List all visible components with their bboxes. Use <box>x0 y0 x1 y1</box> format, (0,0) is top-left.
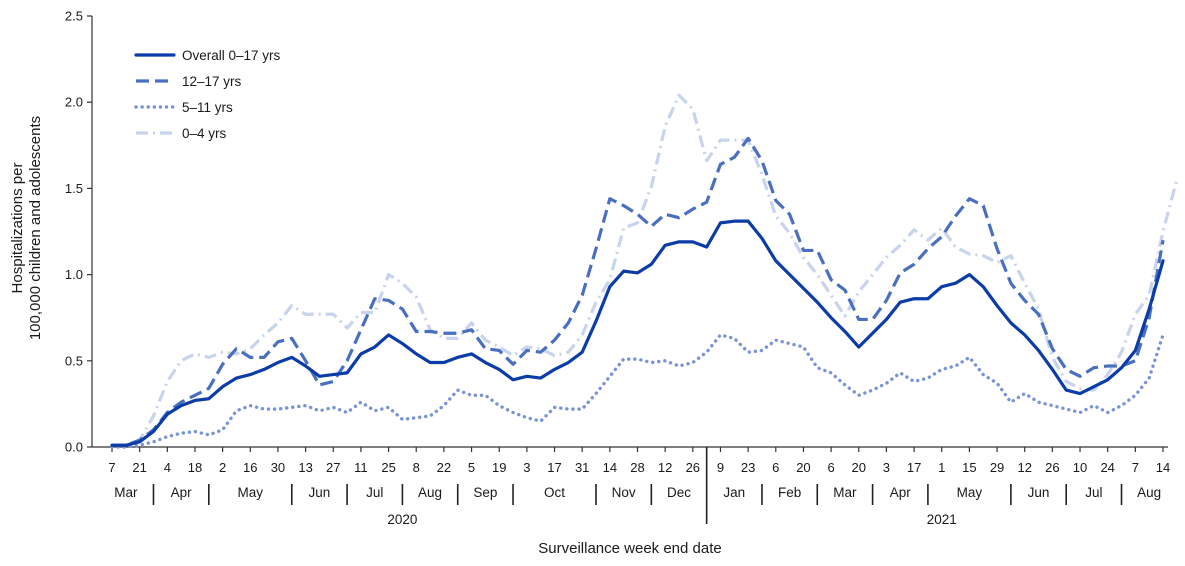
series-line-0-4 <box>112 93 1179 447</box>
y-tick-label: 2.5 <box>65 9 83 24</box>
x-tick-label: 24 <box>1100 460 1114 475</box>
y-tick-label: 1.0 <box>65 267 83 282</box>
x-tick-label: 10 <box>1073 460 1087 475</box>
x-tick-label: 25 <box>381 460 395 475</box>
x-tick-label: 14 <box>1156 460 1170 475</box>
series-line-overall <box>110 219 1165 447</box>
y-axis-title-line-2: 100,000 children and adolescents <box>27 116 44 340</box>
month-label: Jan <box>723 485 745 500</box>
month-label: Mar <box>114 485 138 500</box>
month-label: Feb <box>778 485 801 500</box>
x-tick-label: 31 <box>575 460 589 475</box>
month-label: Apr <box>171 485 193 500</box>
x-tick-label: 3 <box>883 460 890 475</box>
x-tick-label: 6 <box>827 460 834 475</box>
x-axis-title: Surveillance week end date <box>538 540 721 557</box>
series-lines <box>110 93 1179 449</box>
month-label: May <box>238 485 264 500</box>
legend: Overall 0–17 yrs 12–17 yrs 5–11 yrs 0–4 yrs <box>134 48 281 141</box>
x-tick-label: 12 <box>658 460 672 475</box>
month-label: Aug <box>418 485 442 500</box>
y-axis-title-line-1: Hospitalizations per <box>9 163 26 294</box>
x-tick-label: 30 <box>271 460 285 475</box>
x-axis: 7 21 4 18 2 16 30 13 27 11 25 8 22 5 19 3 17 31 14 28 12 26 9 2… <box>92 446 1170 527</box>
x-tick-label: 20 <box>796 460 810 475</box>
x-tick-label: 22 <box>437 460 451 475</box>
x-tick-label: 7 <box>1132 460 1139 475</box>
x-tick-label: 19 <box>492 460 506 475</box>
x-tick-label: 28 <box>630 460 644 475</box>
x-tick-label: 21 <box>132 460 146 475</box>
month-label: Jun <box>1028 485 1050 500</box>
x-tick-label: 26 <box>1045 460 1059 475</box>
legend-label-12-17: 12–17 yrs <box>182 74 242 89</box>
series-line-5-11 <box>110 333 1165 449</box>
x-tick-label: 27 <box>326 460 340 475</box>
month-label: Apr <box>890 485 912 500</box>
x-tick-label: 14 <box>603 460 617 475</box>
month-label: Oct <box>544 485 565 500</box>
x-tick-label: 3 <box>523 460 530 475</box>
x-tick-label: 12 <box>1017 460 1031 475</box>
x-tick-label: 17 <box>907 460 921 475</box>
year-label: 2021 <box>927 512 957 527</box>
x-tick-label: 13 <box>298 460 312 475</box>
y-tick-label: 0.0 <box>65 440 83 455</box>
legend-label-5-11: 5–11 yrs <box>182 100 233 115</box>
y-tick-label: 2.0 <box>65 95 83 110</box>
x-tick-label: 2 <box>219 460 226 475</box>
x-tick-label: 23 <box>741 460 755 475</box>
x-tick-label: 4 <box>164 460 171 475</box>
month-label: Dec <box>667 485 691 500</box>
month-label: Jun <box>309 485 331 500</box>
x-tick-label: 26 <box>686 460 700 475</box>
y-tick-label: 0.5 <box>65 353 83 368</box>
month-label: Mar <box>833 485 857 500</box>
x-tick-label: 15 <box>962 460 976 475</box>
month-label: Aug <box>1137 485 1161 500</box>
legend-label-0-4: 0–4 yrs <box>182 126 227 141</box>
x-tick-label: 20 <box>852 460 866 475</box>
month-label: Jul <box>366 485 383 500</box>
y-axis: 0.0 0.5 1.0 1.5 2.0 2.5 <box>65 9 93 455</box>
x-tick-label: 16 <box>243 460 257 475</box>
legend-label-overall: Overall 0–17 yrs <box>182 48 281 63</box>
year-label: 2020 <box>387 512 417 527</box>
y-tick-label: 1.5 <box>65 181 83 196</box>
series-line-12-17 <box>112 136 1165 447</box>
y-axis-title: Hospitalizations per 100,000 children an… <box>9 116 44 340</box>
month-label: Sep <box>473 485 497 500</box>
x-tick-label: 8 <box>413 460 420 475</box>
x-tick-label: 18 <box>188 460 202 475</box>
month-label: May <box>957 485 983 500</box>
x-tick-label: 5 <box>468 460 475 475</box>
x-tick-label: 17 <box>547 460 561 475</box>
x-tick-label: 1 <box>938 460 945 475</box>
month-label: Nov <box>612 485 636 500</box>
x-tick-label: 6 <box>772 460 779 475</box>
month-label: Jul <box>1085 485 1102 500</box>
x-tick-label: 7 <box>108 460 115 475</box>
x-tick-label: 9 <box>717 460 724 475</box>
x-tick-label: 11 <box>354 460 368 475</box>
x-tick-label: 29 <box>990 460 1004 475</box>
